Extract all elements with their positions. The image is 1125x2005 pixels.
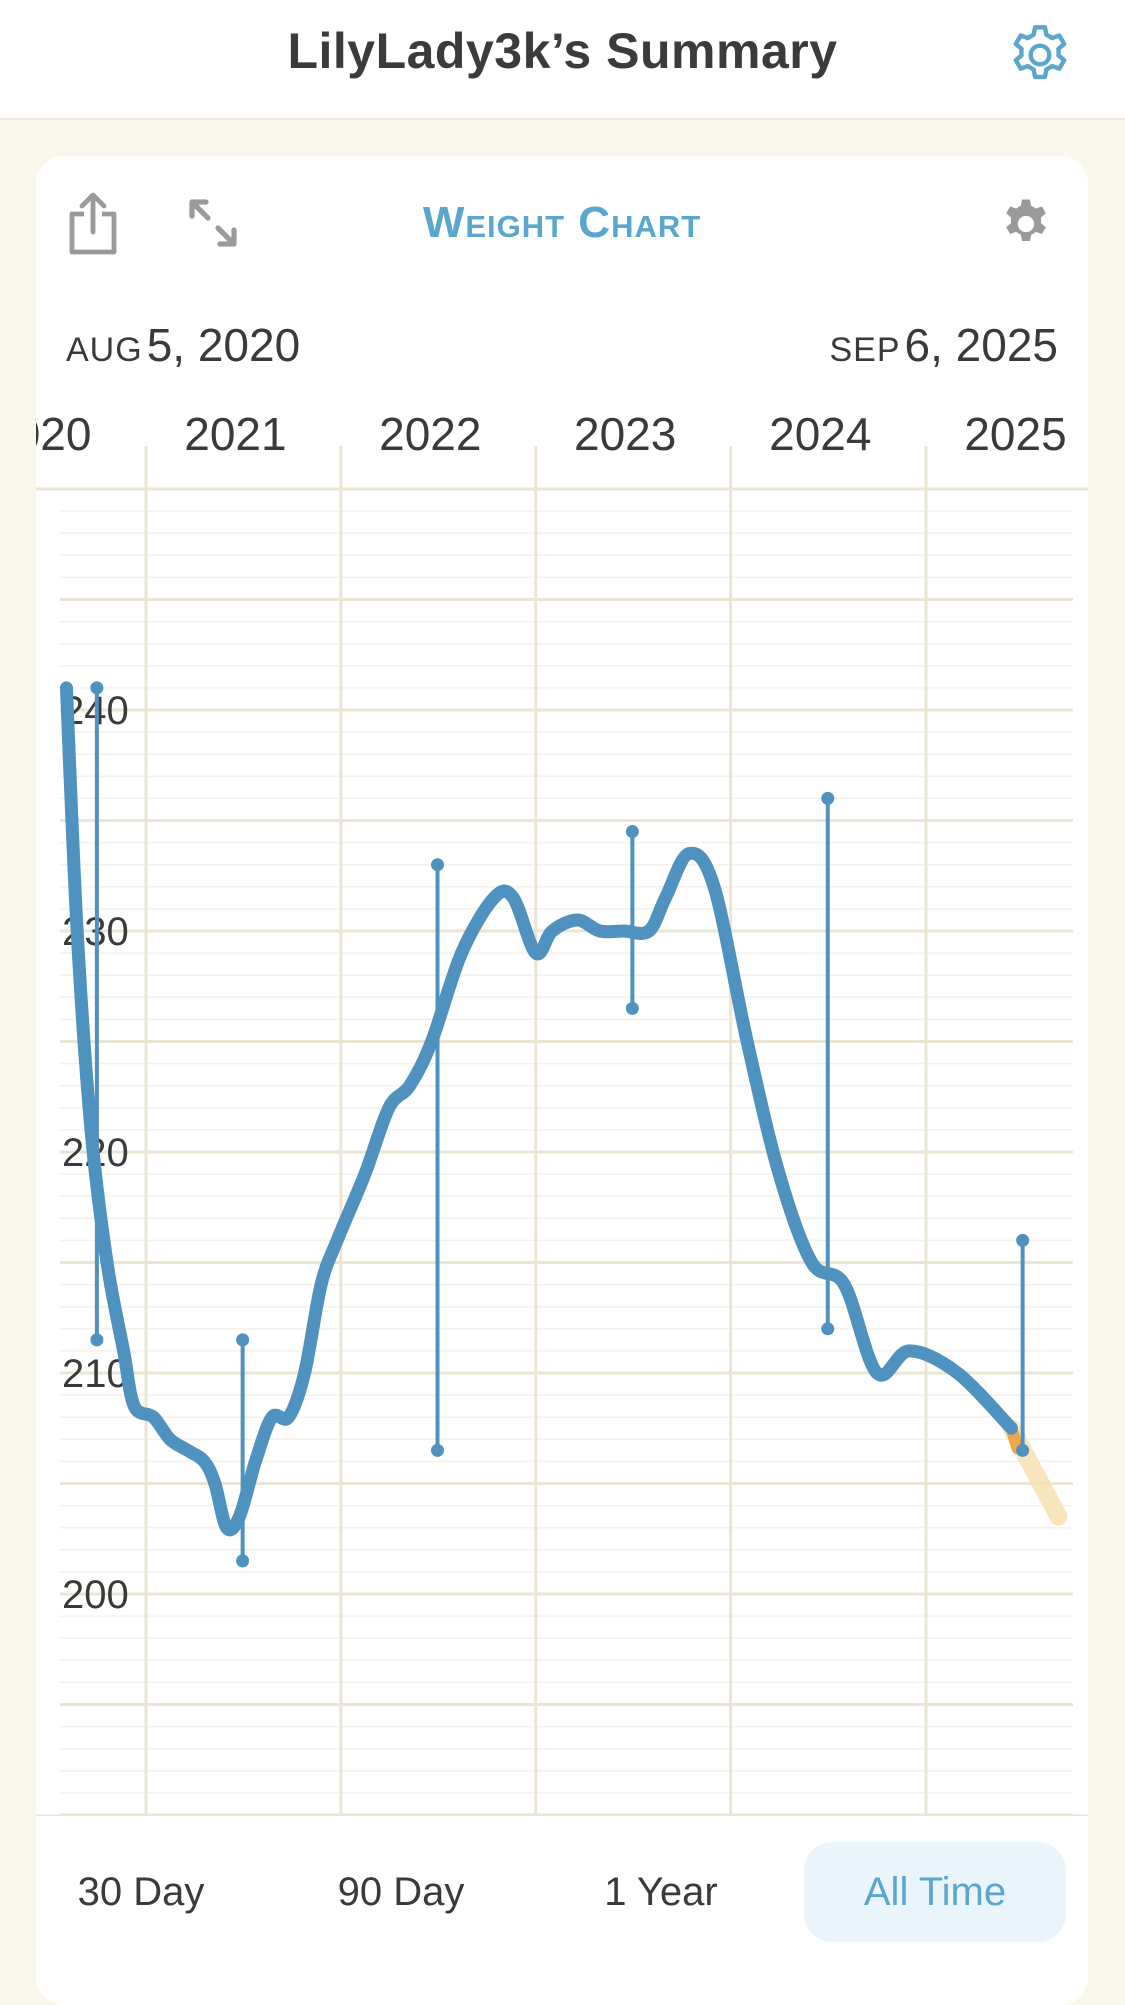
range-bar-high-point (625, 825, 639, 839)
chart-title: Weight Chart (422, 198, 702, 247)
x-tick-label: 2025 (964, 408, 1066, 460)
start-date-month: AUG (66, 331, 143, 369)
range-bar-high-point (430, 858, 444, 872)
range-30-day-button[interactable]: 30 Day (77, 1870, 205, 1914)
range-bar-low-point (90, 1333, 104, 1347)
range-1-year-button[interactable]: 1 Year (604, 1870, 718, 1914)
range-bar-high-point (821, 791, 835, 805)
weight-trend-line (59, 681, 1018, 1537)
share-icon[interactable] (66, 190, 120, 256)
range-bar-high-point (1016, 1233, 1030, 1247)
weight-chart[interactable]: 202020212022202320242025200210220230240 (36, 156, 1088, 1816)
range-bar-low-point (625, 1001, 639, 1015)
time-range-selector: 30 Day 90 Day 1 Year All Time (36, 1816, 1088, 1956)
x-tick-label: 2023 (574, 408, 676, 460)
range-bar-low-point (430, 1443, 444, 1457)
expand-icon[interactable] (186, 196, 240, 250)
range-bar-high-point (90, 681, 104, 695)
end-date: SEP6, 2025 (829, 318, 1058, 372)
y-tick-label: 210 (62, 1352, 129, 1396)
start-date: AUG5, 2020 (66, 318, 300, 372)
weight-chart-card: Weight Chart AUG5, 2020 SEP6, 2025 20 20 2… (36, 156, 1088, 2005)
end-date-day-year: 6, 2025 (904, 319, 1058, 371)
range-bar-high-point (236, 1333, 250, 1347)
page-title: LilyLady3k’s Summary (287, 23, 838, 79)
range-all-time-button[interactable]: All Time (804, 1842, 1066, 1942)
settings-gear-icon[interactable] (1005, 20, 1075, 90)
y-tick-label: 200 (62, 1573, 129, 1617)
start-date-day-year: 5, 2020 (146, 319, 301, 371)
x-tick-label: 2024 (769, 408, 871, 460)
chart-settings-gear-icon[interactable] (998, 196, 1054, 252)
range-bar-low-point (1016, 1443, 1030, 1457)
range-bar-low-point (236, 1554, 250, 1568)
end-date-month: SEP (829, 331, 901, 369)
top-bar: LilyLady3k’s Summary (0, 0, 1125, 120)
range-90-day-button[interactable]: 90 Day (337, 1870, 465, 1914)
x-tick-label: 2022 (379, 408, 481, 460)
x-tick-label: 2021 (184, 408, 286, 460)
x-tick-label: 2020 (36, 408, 91, 460)
range-bar-low-point (821, 1322, 835, 1336)
